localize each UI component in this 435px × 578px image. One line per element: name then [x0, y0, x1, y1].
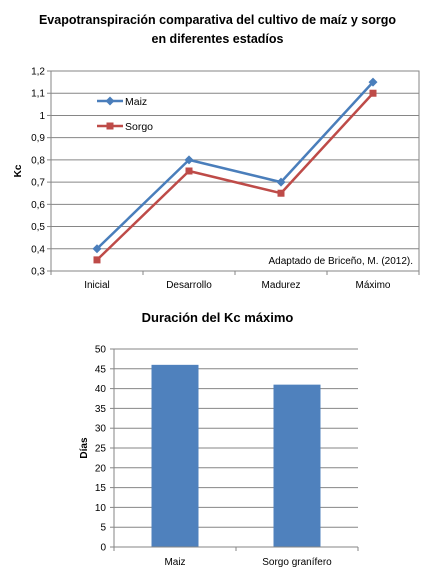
- line-y-tick-label: 0,6: [31, 200, 45, 211]
- line-y-tick-label: 0,5: [31, 222, 45, 233]
- data-point-maiz: [92, 244, 102, 254]
- line-y-tick-label: 1,2: [31, 67, 45, 78]
- bar-x-tick-label: Sorgo granífero: [262, 557, 332, 568]
- line-y-axis-title: Kc: [13, 164, 24, 177]
- bar-y-tick-label: 45: [95, 364, 107, 375]
- series-line-sorgo: [96, 92, 374, 261]
- line-chart-title-line2: en diferentes estadíos: [151, 32, 284, 46]
- bar-y-tick-label: 30: [95, 424, 107, 435]
- bar-2: [273, 384, 321, 547]
- source-annotation: Adaptado de Briceño, M. (2012).: [268, 256, 413, 267]
- data-point-maiz: [276, 177, 286, 187]
- line-x-tick-label: Máximo: [355, 280, 390, 291]
- bar-chart-title: Duración del Kc máximo: [141, 310, 294, 325]
- series-line-maiz: [96, 81, 374, 250]
- bar-y-tick-label: 5: [100, 523, 106, 534]
- line-x-tick-label: Madurez: [262, 280, 301, 291]
- bar-y-tick-label: 0: [100, 543, 106, 554]
- bar-y-tick-label: 35: [95, 404, 107, 415]
- data-point-sorgo: [185, 167, 193, 175]
- line-chart-title-line1: Evapotranspiración comparativa del culti…: [38, 13, 397, 27]
- bar-y-tick-label: 25: [95, 444, 107, 455]
- legend-label-sorgo: Sorgo: [125, 121, 153, 133]
- bar-1: [151, 364, 199, 547]
- line-x-tick-label: Desarrollo: [166, 280, 212, 291]
- legend-label-maiz: Maiz: [125, 96, 147, 108]
- data-point-sorgo: [277, 189, 285, 197]
- line-y-tick-label: 0,7: [31, 178, 45, 189]
- line-y-tick-label: 1: [39, 111, 45, 122]
- line-x-tick-label: Inicial: [84, 280, 110, 291]
- data-point-maiz: [368, 77, 378, 87]
- line-chart: 0,3 0,4 0,5 0,6 0,7 0,8 0,9 1 1,1 1,2 Inicial Desar…: [13, 67, 420, 291]
- line-y-tick-label: 0,3: [31, 267, 45, 278]
- bar-y-tick-label: 40: [95, 384, 107, 395]
- line-y-tick-label: 1,1: [31, 89, 45, 100]
- bar-x-tick-label: Maiz: [164, 557, 185, 568]
- bar-y-tick-label: 50: [95, 345, 107, 356]
- legend-marker-sorgo: [106, 122, 114, 130]
- bar-y-tick-label: 15: [95, 483, 107, 494]
- data-point-sorgo: [93, 256, 101, 264]
- line-y-tick-label: 0,8: [31, 155, 45, 166]
- data-point-sorgo: [369, 89, 377, 97]
- line-y-tick-label: 0,9: [31, 133, 45, 144]
- bar-y-tick-label: 20: [95, 463, 107, 474]
- line-y-tick-label: 0,4: [31, 244, 45, 255]
- data-point-maiz: [184, 155, 194, 165]
- bar-y-axis-title: Días: [79, 437, 90, 459]
- legend-marker-maiz: [105, 96, 115, 106]
- bar-y-tick-label: 10: [95, 503, 107, 514]
- bar-chart: 0 5 10 15 20 25 30 35 40 45 50 Maiz Sorgo granífero D…: [79, 345, 359, 568]
